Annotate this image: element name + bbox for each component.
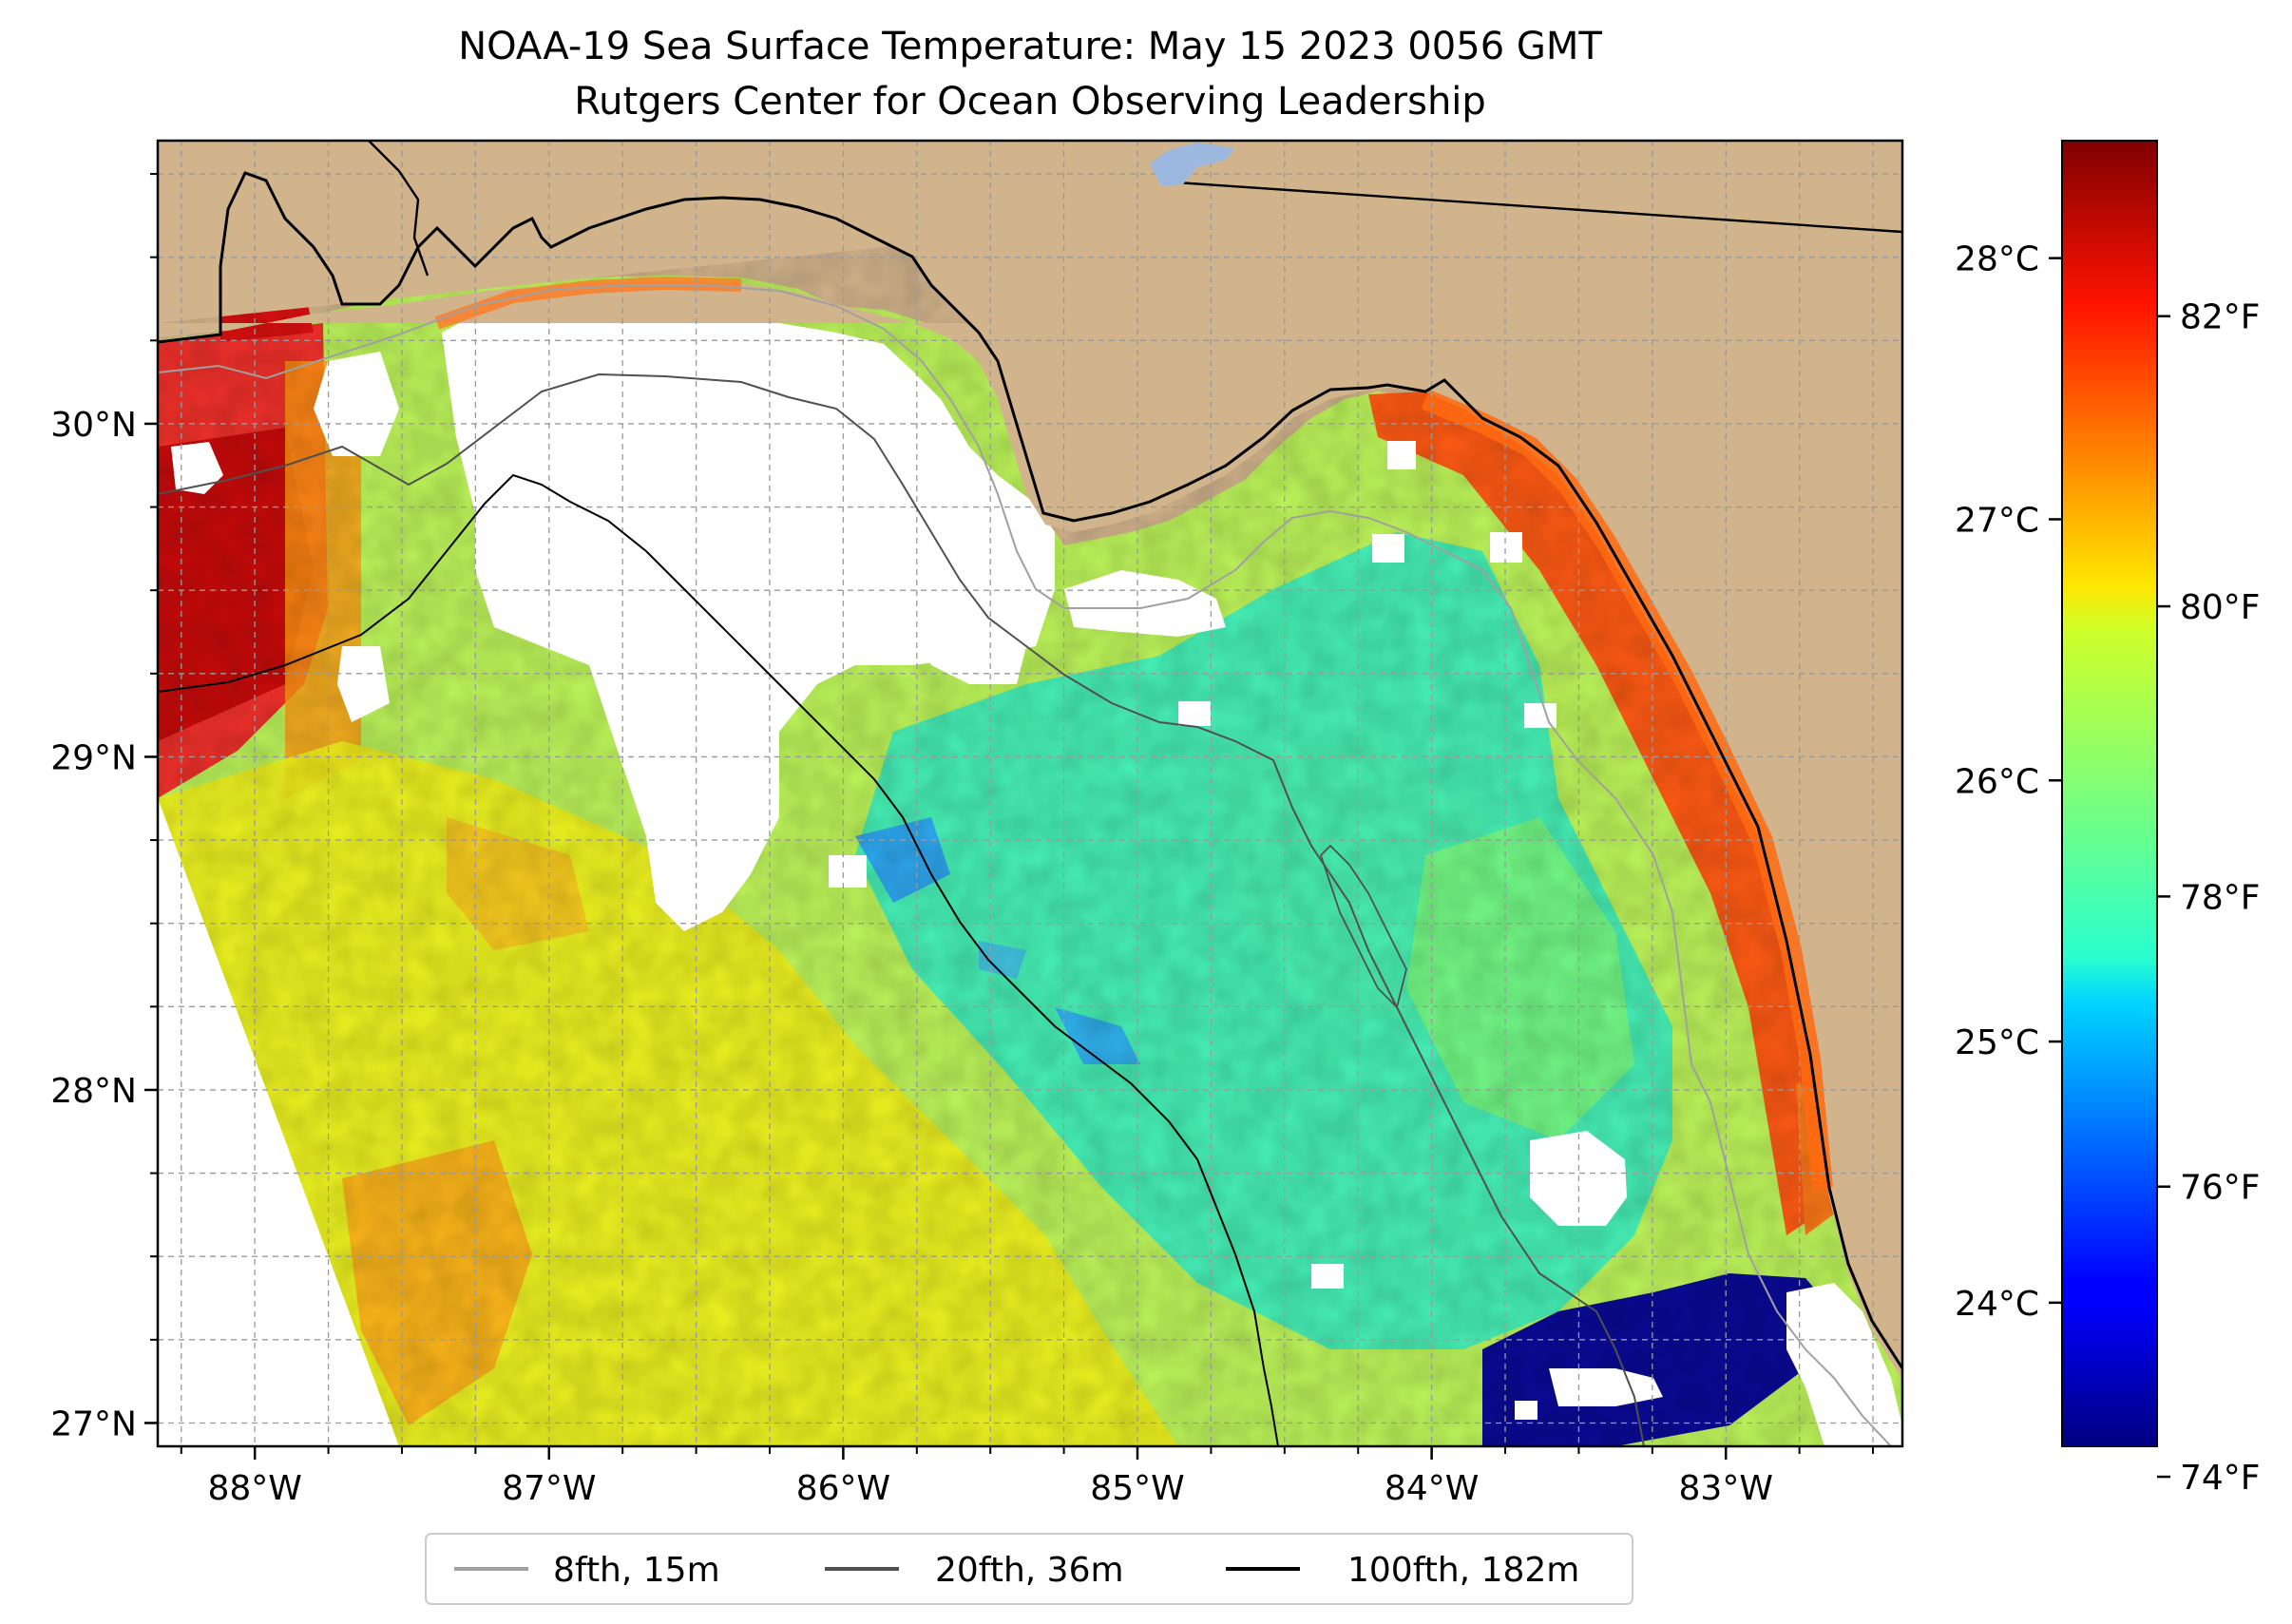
cloud-west-3 (337, 646, 390, 722)
fahrenheit-tick-label: 76°F (2180, 1169, 2261, 1208)
isobath-100fth (158, 473, 1279, 1446)
cloud-west (314, 352, 399, 456)
fahrenheit-tick-label: 78°F (2180, 878, 2261, 917)
cloud-shelf (442, 295, 1055, 931)
lat-tick-label: 29°N (50, 738, 137, 777)
lon-tick-label: 88°W (207, 1469, 301, 1508)
cloud-spot-3 (1387, 441, 1416, 469)
colorbar-fahrenheit-ticks: 74°F 76°F 78°F 80°F 82°F (2157, 298, 2261, 1498)
legend-label-20fth: 20fth, 36m (935, 1551, 1124, 1590)
legend-label-100fth: 100fth, 182m (1347, 1551, 1579, 1590)
legend-label-8fth: 8fth, 15m (553, 1551, 720, 1590)
fahrenheit-tick-label: 82°F (2180, 298, 2261, 337)
lat-tick-label: 27°N (50, 1404, 137, 1443)
legend-item-100fth: 100fth, 182m (1226, 1551, 1579, 1590)
legend: 8fth, 15m 20fth, 36m 100fth, 182m (425, 1533, 1633, 1605)
colorbar-gradient (2061, 140, 2158, 1447)
lon-tick-label: 85°W (1090, 1469, 1184, 1508)
cloud-nearshore (912, 599, 1026, 684)
celsius-tick-label: 28°C (1955, 240, 2039, 279)
coastline (158, 171, 1902, 1369)
legend-item-20fth: 20fth, 36m (825, 1551, 1124, 1590)
celsius-tick-label: 25°C (1955, 1023, 2039, 1062)
cloud-west-2 (171, 442, 223, 494)
swath-edge (158, 798, 399, 1446)
cloud-spot-5 (1524, 703, 1557, 728)
lat-tick-label: 30°N (50, 406, 137, 445)
celsius-tick-label: 24°C (1955, 1285, 2039, 1324)
fahrenheit-tick-label: 74°F (2180, 1459, 2261, 1498)
no-data-regions (171, 295, 1902, 1446)
cloud-spot-7 (1311, 1264, 1344, 1289)
map-frame (156, 139, 1904, 1448)
cloud-spot-8 (1515, 1401, 1538, 1420)
lon-tick-label: 87°W (502, 1469, 596, 1508)
lon-tick-label: 83°W (1679, 1469, 1773, 1508)
lon-tick-label: 86°W (796, 1469, 890, 1508)
celsius-tick-label: 27°C (1955, 501, 2039, 540)
cloud-spot-1 (1372, 534, 1404, 563)
state-border-fl-ga (1175, 181, 1902, 234)
cloud-spot-6 (829, 855, 867, 888)
lat-tick-label: 28°N (50, 1072, 137, 1111)
title-line-2: Rutgers Center for Ocean Observing Leade… (574, 80, 1486, 124)
mississippi-delta (158, 141, 1902, 1368)
shelf-islands-outline (1319, 844, 1407, 1009)
celsius-tick-label: 26°C (1955, 762, 2039, 801)
fahrenheit-tick-label: 80°F (2180, 588, 2261, 627)
lon-axis: 88°W 87°W 86°W 85°W 84°W 83°W (180, 1446, 1875, 1508)
state-border-ms-la (368, 141, 430, 277)
cloud-spot-4 (1178, 701, 1211, 726)
land-overlay (158, 141, 1902, 1380)
colorbar: 24°C 25°C 26°C 27°C 28°C 74°F 76°F 78°F 80°F 82°… (1955, 140, 2261, 1498)
cloud-spot-2 (1490, 532, 1522, 563)
lake-seminole (1150, 143, 1235, 186)
isobath-8fth (158, 284, 1892, 1446)
lat-axis: 27°N 28°N 29°N 30°N (50, 173, 158, 1443)
colorbar-celsius-ticks: 24°C 25°C 26°C 27°C 28°C (1955, 240, 2062, 1324)
isobath-20fth (158, 373, 1645, 1446)
sst-map (158, 141, 1902, 1446)
cloud-bay (1064, 570, 1226, 637)
legend-box (425, 1533, 1633, 1605)
legend-item-8fth: 8fth, 15m (454, 1551, 720, 1590)
title-line-1: NOAA-19 Sea Surface Temperature: May 15 … (458, 25, 1602, 68)
lon-tick-label: 84°W (1385, 1469, 1479, 1508)
